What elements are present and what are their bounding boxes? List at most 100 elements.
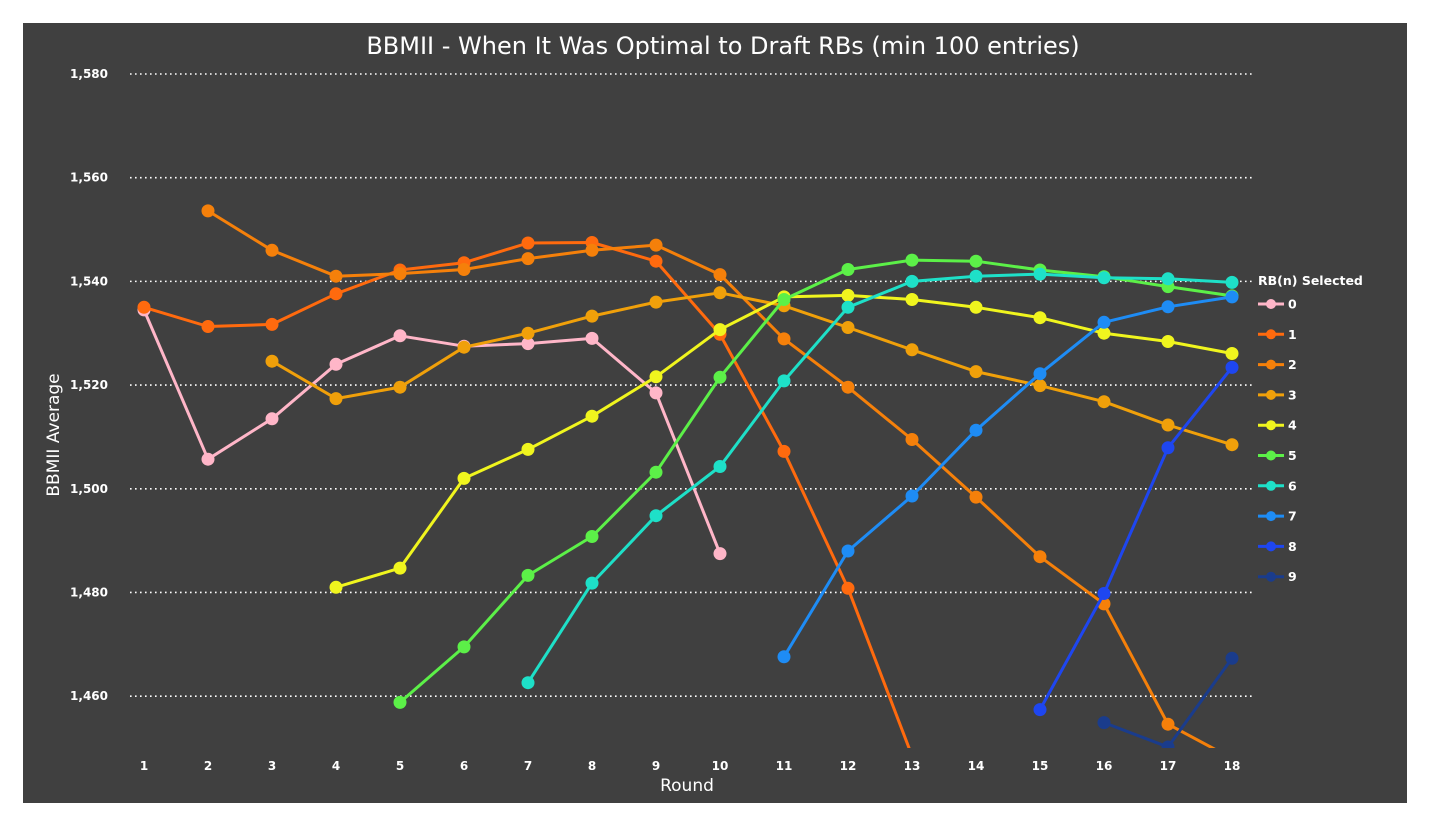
series-5-point xyxy=(393,695,407,709)
legend-item-9: 9 xyxy=(1258,569,1297,584)
series-0-point xyxy=(393,329,407,343)
series-6-point xyxy=(1033,267,1047,281)
series-5-point xyxy=(713,370,727,384)
series-9 xyxy=(1097,651,1239,748)
x-tick-label: 15 xyxy=(1032,759,1049,773)
x-tick-label: 4 xyxy=(332,759,340,773)
series-2-point xyxy=(393,267,407,281)
series-3-point xyxy=(905,343,919,357)
x-tick-label: 3 xyxy=(268,759,276,773)
series-9-point xyxy=(1097,716,1111,730)
series-2-point xyxy=(713,268,727,282)
x-axis-title: Round xyxy=(660,776,714,796)
series-1-point xyxy=(777,444,791,458)
series-0-point xyxy=(201,452,215,466)
series-7-point xyxy=(905,489,919,503)
series-0-point xyxy=(585,331,599,345)
series-4-point xyxy=(1033,311,1047,325)
chart-title: BBMII - When It Was Optimal to Draft RBs… xyxy=(366,32,1079,60)
series-8-point xyxy=(1033,703,1047,717)
series-1-point xyxy=(841,581,855,595)
x-tick-label: 13 xyxy=(904,759,921,773)
series-7-point xyxy=(1225,290,1239,304)
series-3-point xyxy=(1225,438,1239,452)
series-2-point xyxy=(1161,717,1175,731)
series-3-point xyxy=(841,321,855,334)
legend-item-1: 1 xyxy=(1258,327,1297,342)
x-tick-label: 14 xyxy=(968,759,985,773)
y-tick-label: 1,520 xyxy=(70,378,108,392)
y-tick-label: 1,580 xyxy=(70,67,108,81)
series-3-line xyxy=(270,291,1234,447)
series-4-point xyxy=(521,442,535,456)
x-tick-label: 11 xyxy=(776,759,793,773)
legend-marker xyxy=(1266,511,1276,522)
series-2-point xyxy=(329,269,343,283)
series-6-point xyxy=(777,374,791,388)
series-4-point xyxy=(649,370,663,384)
series-6-point xyxy=(905,274,919,288)
series-2-point xyxy=(649,238,663,252)
series-4-point xyxy=(1161,335,1175,348)
series-3-point xyxy=(1097,395,1111,409)
series-4-point xyxy=(713,323,727,337)
series-2-point xyxy=(521,252,535,266)
x-tick-label: 16 xyxy=(1096,759,1113,773)
series-3-point xyxy=(585,309,599,323)
legend-label: 9 xyxy=(1288,569,1297,584)
legend-item-0: 0 xyxy=(1258,297,1297,312)
y-tick-label: 1,480 xyxy=(70,585,108,599)
x-tick-label: 9 xyxy=(652,759,660,773)
series-4-point xyxy=(1097,326,1111,340)
legend-label: 0 xyxy=(1288,297,1297,312)
series-0-point xyxy=(649,386,663,400)
y-tick-label: 1,500 xyxy=(70,482,108,496)
legend-marker xyxy=(1266,420,1276,431)
series-2 xyxy=(201,204,1216,748)
series-7 xyxy=(777,290,1239,664)
y-axis-ticks: 1,460 1,480 1,500 1,520 1,540 1,560 1,580 xyxy=(70,67,108,703)
series-7-point xyxy=(969,423,983,437)
series-9-point xyxy=(1225,651,1239,665)
series-5-point xyxy=(457,640,471,654)
series-4-point xyxy=(1225,347,1239,360)
series-4-point xyxy=(585,409,599,423)
series-2-point xyxy=(585,243,599,257)
series-1-point xyxy=(265,317,279,331)
series-5-point xyxy=(521,568,535,582)
series-3-point xyxy=(969,365,983,379)
series-4-point xyxy=(457,471,471,485)
series-1-point xyxy=(649,254,663,268)
series-4-point xyxy=(841,288,855,302)
legend-marker xyxy=(1266,299,1276,309)
series-4-point xyxy=(969,300,983,314)
series-0-line xyxy=(142,308,722,556)
series-2-point xyxy=(201,204,215,218)
series-5-point xyxy=(649,465,663,479)
series-6-point xyxy=(585,576,599,590)
series-3 xyxy=(265,286,1239,452)
series-2-point xyxy=(265,243,279,257)
series-8-line xyxy=(1038,365,1234,712)
series-3-point xyxy=(1033,379,1047,393)
legend-item-4: 4 xyxy=(1258,418,1297,433)
series-7-line xyxy=(782,295,1234,659)
series-8-point xyxy=(1097,587,1111,600)
x-tick-label: 8 xyxy=(588,759,596,773)
y-tick-label: 1,560 xyxy=(70,171,108,185)
series-1-point xyxy=(521,236,535,250)
legend-label: 5 xyxy=(1288,448,1297,463)
series-5-point xyxy=(969,254,983,268)
series-8-point xyxy=(1225,360,1239,374)
legend-label: 6 xyxy=(1288,478,1297,493)
series-3-point xyxy=(521,326,535,340)
series-1-point xyxy=(329,287,343,301)
legend: RB(n) Selected 0 1 2 3 4 5 6 7 8 9 xyxy=(1258,273,1363,584)
series-1-point xyxy=(201,320,215,333)
legend-marker xyxy=(1266,480,1276,491)
series-2-point xyxy=(1033,550,1047,564)
series-9-line xyxy=(1102,656,1234,748)
x-tick-label: 5 xyxy=(396,759,404,773)
